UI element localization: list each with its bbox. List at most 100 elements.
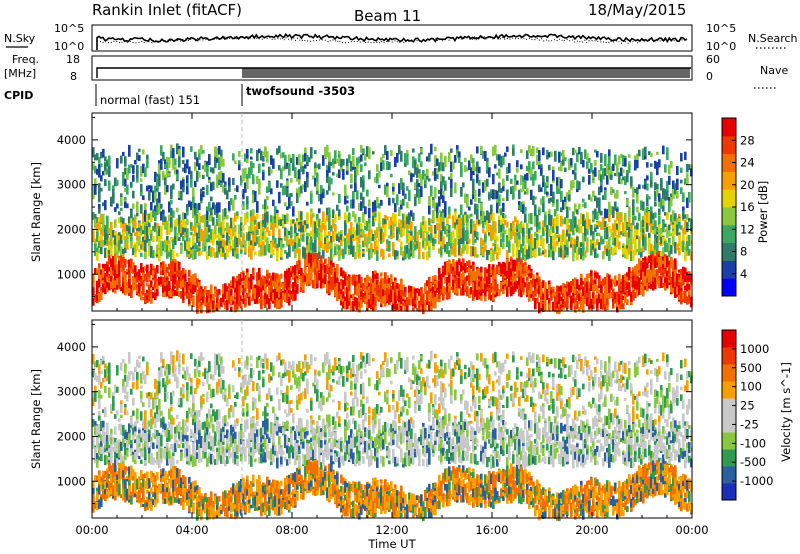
power-cell (430, 302, 433, 308)
power-cell (368, 207, 371, 219)
power-cell (454, 247, 457, 257)
power-cell (168, 201, 171, 213)
power-cell (274, 243, 277, 249)
power-cell (340, 294, 343, 301)
power-cell (250, 277, 253, 287)
power-cell (272, 199, 275, 207)
power-cell (450, 172, 453, 183)
power-cell (214, 146, 217, 159)
power-cell (440, 287, 443, 296)
power-cell (362, 212, 365, 223)
power-cell (292, 273, 295, 281)
power-cell (92, 281, 95, 288)
power-cell (198, 298, 201, 309)
power-cell (252, 234, 255, 245)
nsky-tick-top: 10^5 (54, 22, 84, 35)
power-cell (142, 280, 145, 288)
power-cell (572, 179, 575, 189)
power-cell (186, 175, 189, 187)
power-cell (174, 219, 177, 232)
power-cell (428, 226, 431, 232)
power-cell (198, 248, 201, 252)
power-cell (282, 283, 285, 292)
power-cell (424, 180, 427, 189)
power-cell (238, 279, 241, 286)
power-cell (390, 150, 393, 157)
power-cell (458, 151, 461, 158)
power-cell (256, 229, 259, 235)
power-cell (302, 184, 305, 190)
power-cell (322, 283, 325, 289)
power-cell (230, 296, 233, 305)
power-cell (154, 211, 157, 222)
power-cell (382, 284, 385, 296)
power-cell (352, 226, 355, 235)
power-cell (428, 283, 431, 294)
power-cell (346, 297, 349, 310)
power-cell (448, 287, 451, 299)
power-cell (328, 166, 331, 173)
power-cell (342, 302, 345, 306)
power-cell (100, 187, 103, 192)
power-cell (344, 301, 347, 310)
power-cell (434, 231, 437, 239)
power-cell (248, 296, 251, 306)
power-cell (470, 274, 473, 284)
power-cell (284, 214, 287, 225)
power-cell (242, 296, 245, 305)
power-cell (492, 242, 495, 247)
power-cell (148, 287, 151, 298)
power-cell (344, 212, 347, 220)
power-cell (368, 301, 371, 308)
power-cell (296, 157, 299, 165)
power-cell (360, 289, 363, 293)
power-cell (122, 271, 125, 281)
power-cell (386, 290, 389, 301)
power-cell (480, 289, 483, 296)
power-cell (360, 164, 363, 172)
power-cell (494, 189, 497, 200)
power-cell (140, 290, 143, 296)
power-cell (158, 202, 161, 215)
power-cell (210, 246, 213, 252)
power-cell (412, 307, 415, 312)
power-cell (338, 250, 341, 261)
power-cell (478, 268, 481, 277)
power-cell (452, 215, 455, 219)
power-cell (158, 163, 161, 176)
power-cell (442, 236, 445, 241)
power-cell (354, 296, 357, 307)
power-cell (346, 205, 349, 212)
power-cell (552, 191, 555, 204)
power-cell (422, 215, 425, 220)
power-cell (488, 289, 491, 295)
power-cell (576, 236, 579, 241)
power-cell (252, 189, 255, 195)
power-cell (332, 231, 335, 243)
power-cell (346, 200, 349, 204)
power-cell (180, 190, 183, 201)
power-cell (458, 217, 461, 229)
power-cell (170, 150, 173, 158)
power-cell (380, 199, 383, 206)
power-cell (442, 240, 445, 249)
power-cell (178, 274, 181, 285)
power-cell (294, 242, 297, 249)
power-cell (364, 286, 367, 293)
power-cell (346, 275, 349, 281)
power-cell (366, 146, 369, 157)
power-cell (148, 277, 151, 281)
power-cell (216, 202, 219, 213)
power-cell (262, 232, 265, 237)
power-cell (328, 176, 331, 186)
power-cell (308, 252, 311, 261)
power-cell (520, 149, 523, 153)
power-cell (466, 261, 469, 267)
power-cell (546, 191, 549, 196)
power-cell (498, 208, 501, 214)
power-cell (408, 286, 411, 291)
power-cell (282, 243, 285, 248)
power-cell (112, 267, 115, 276)
power-cell (380, 161, 383, 171)
power-cell (114, 244, 117, 254)
